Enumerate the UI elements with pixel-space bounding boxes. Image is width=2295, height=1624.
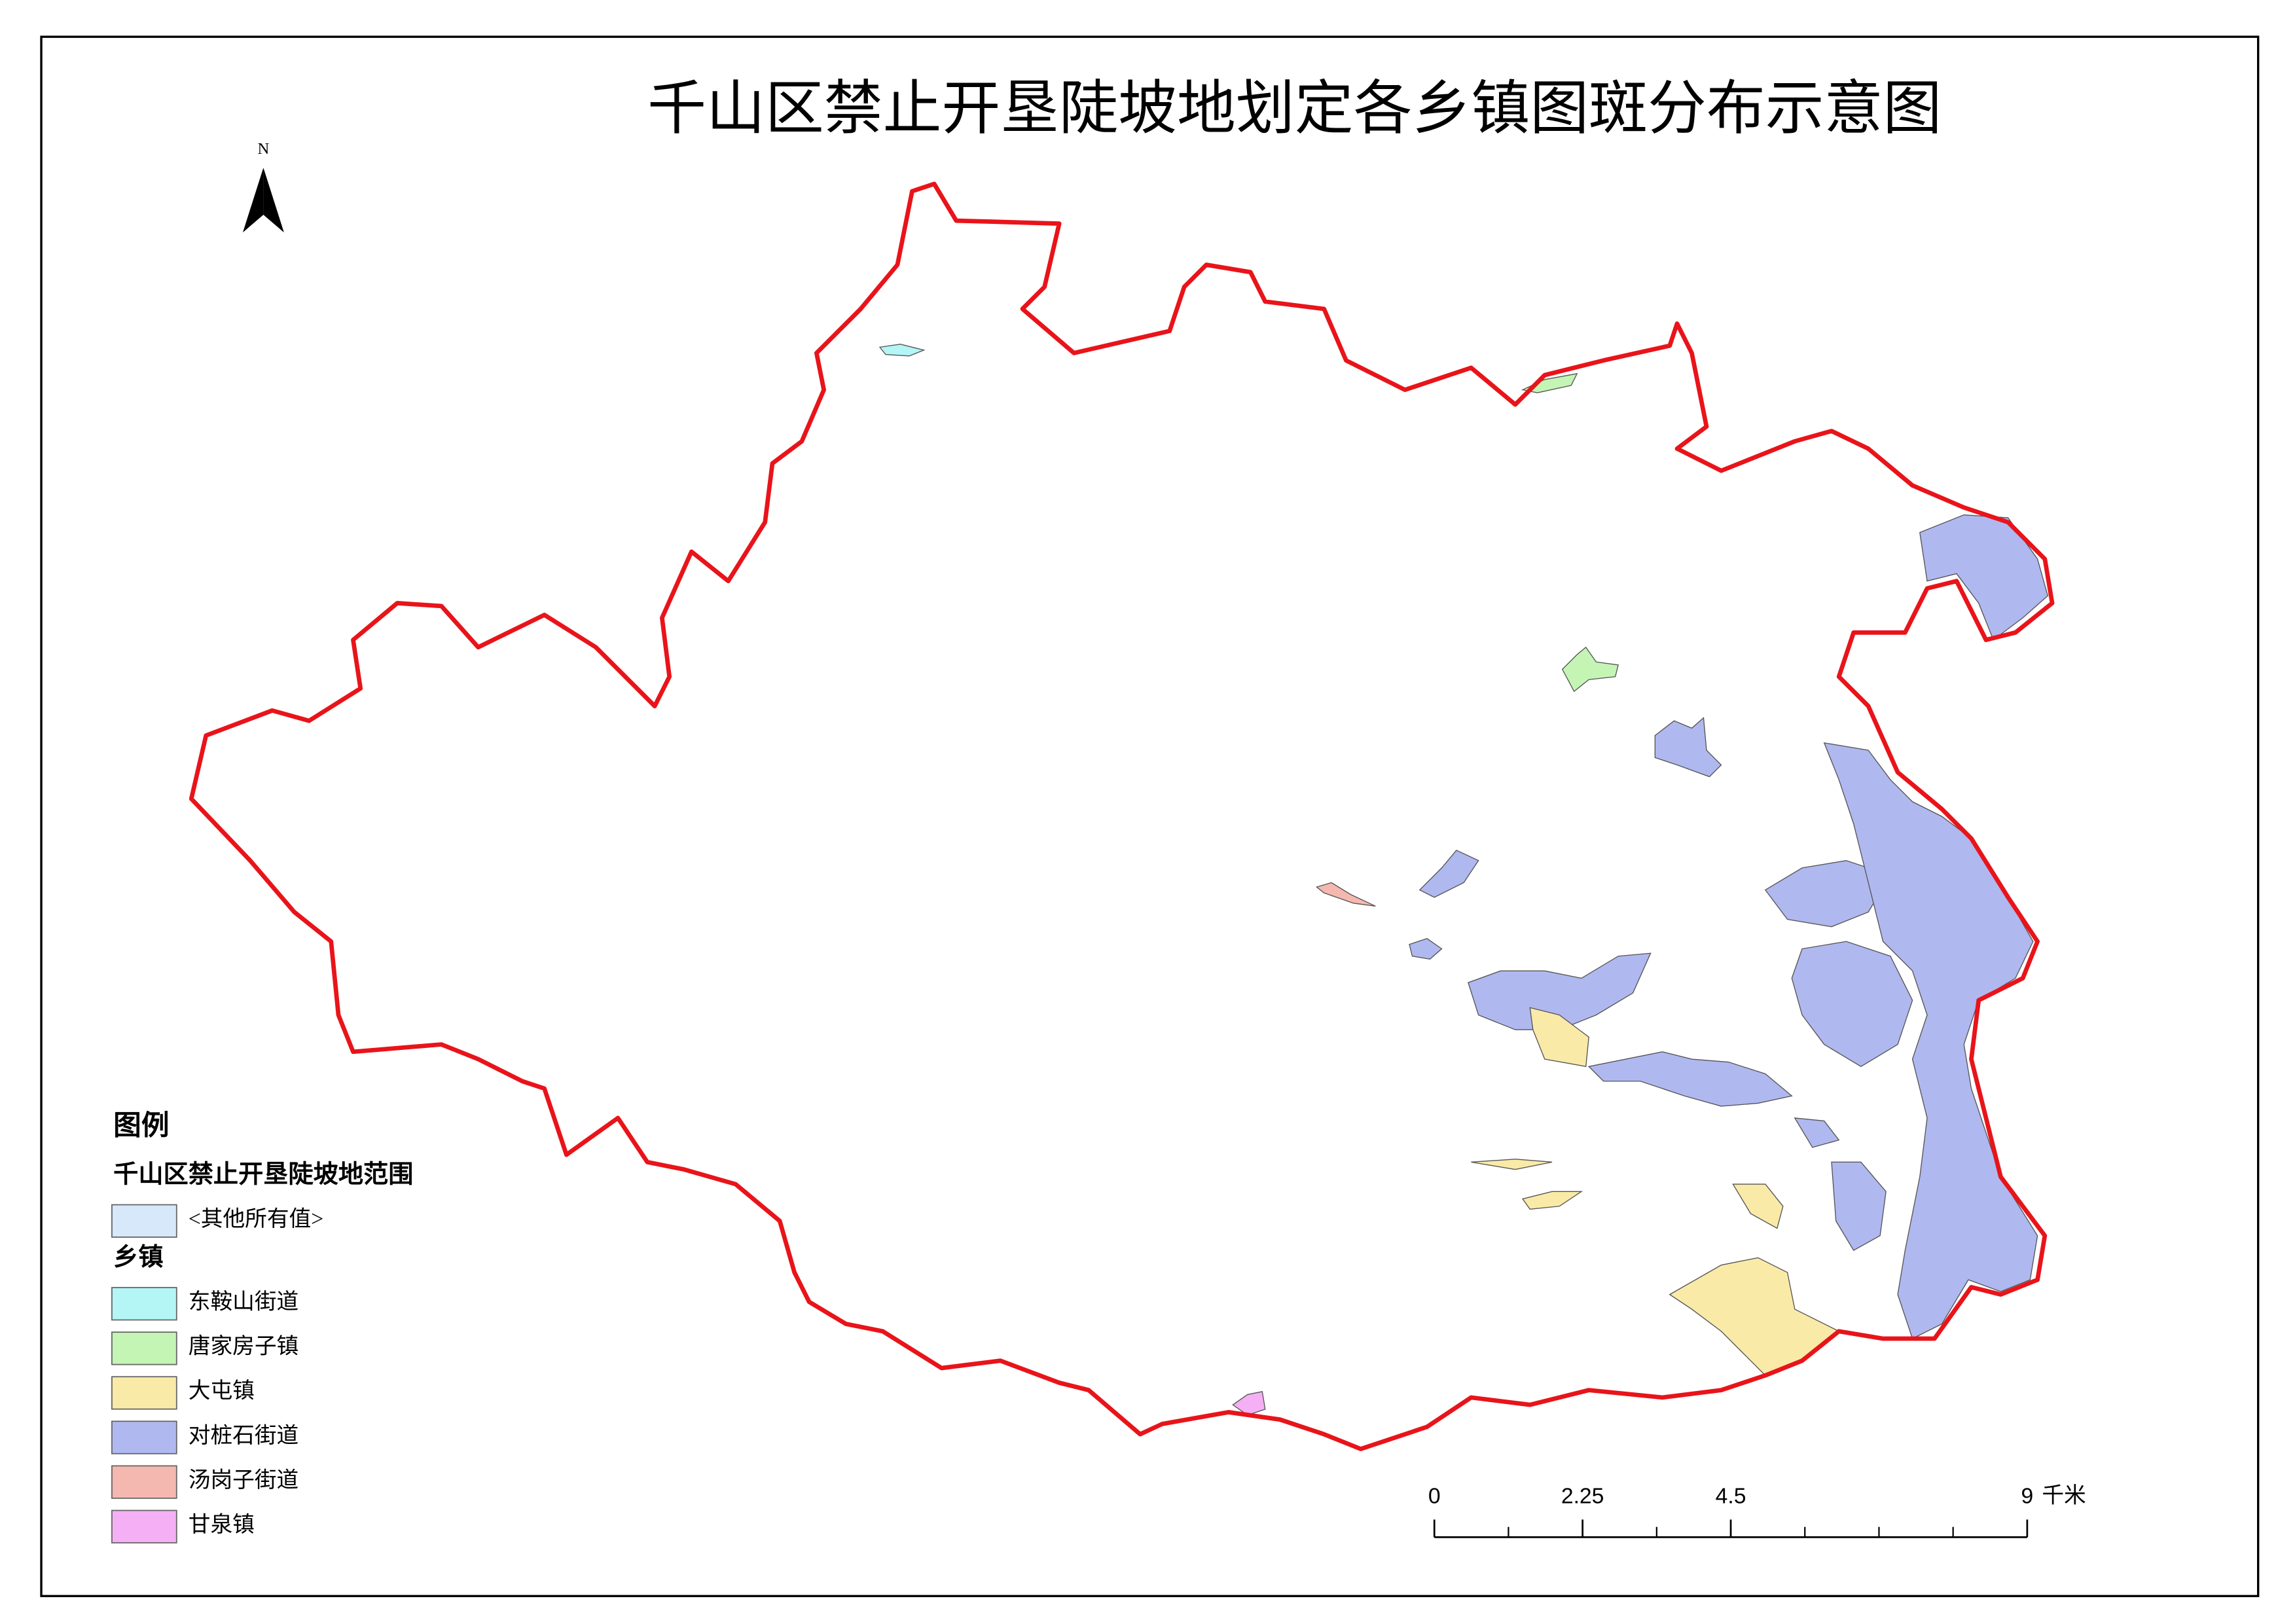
scale-tick-label: 9 bbox=[2021, 1484, 2034, 1509]
legend-swatch bbox=[111, 1420, 177, 1454]
patch bbox=[1409, 938, 1443, 960]
patch bbox=[878, 344, 926, 357]
district-boundary bbox=[189, 181, 2055, 1451]
patch bbox=[1587, 1051, 1793, 1107]
legend-label: 汤岗子街道 bbox=[189, 1468, 298, 1492]
legend-group-title: 千山区禁止开垦陡坡地范围 bbox=[113, 1161, 413, 1189]
legend-swatch bbox=[111, 1465, 177, 1499]
legend-swatch bbox=[111, 1287, 177, 1321]
patch bbox=[1521, 1191, 1583, 1210]
patch bbox=[1316, 882, 1376, 907]
patch bbox=[1419, 850, 1479, 898]
scale-tick-label: 4.5 bbox=[1716, 1484, 1746, 1509]
patch bbox=[1529, 1007, 1589, 1068]
patches bbox=[878, 344, 2049, 1416]
scale-tick-label: 0 bbox=[1428, 1484, 1441, 1509]
scale-tick-label: 2.25 bbox=[1561, 1484, 1604, 1509]
legend-swatch bbox=[111, 1509, 177, 1543]
patch bbox=[1654, 717, 1722, 778]
patch bbox=[1468, 952, 1652, 1030]
patch bbox=[1732, 1183, 1784, 1229]
legend-label: 大屯镇 bbox=[189, 1379, 255, 1403]
patch bbox=[1831, 1161, 1887, 1252]
legend-group-title: 乡镇 bbox=[113, 1243, 163, 1271]
legend-label: <其他所有值> bbox=[189, 1206, 323, 1231]
scale-unit: 千米 bbox=[2042, 1483, 2086, 1507]
legend-label: 东鞍山街道 bbox=[189, 1290, 298, 1314]
legend-swatch bbox=[111, 1331, 177, 1365]
scale-bar: 0 2.25 4.5 9 千米 bbox=[1428, 1483, 2086, 1538]
north-label: N bbox=[257, 140, 269, 158]
patch bbox=[1561, 646, 1619, 693]
patch bbox=[1791, 941, 1913, 1068]
patch bbox=[1794, 1117, 1840, 1148]
legend-label: 唐家房子镇 bbox=[189, 1334, 298, 1359]
legend-title: 图例 bbox=[113, 1110, 169, 1141]
map-title: 千山区禁止开垦陡坡地划定各乡镇图斑分布示意图 bbox=[647, 77, 1942, 141]
legend-label: 甘泉镇 bbox=[189, 1512, 255, 1537]
frame bbox=[40, 35, 2260, 1597]
legend-swatch bbox=[111, 1376, 177, 1410]
legend-swatch bbox=[111, 1204, 177, 1238]
legend-label: 对桩石街道 bbox=[189, 1423, 298, 1448]
patch bbox=[1471, 1159, 1553, 1170]
